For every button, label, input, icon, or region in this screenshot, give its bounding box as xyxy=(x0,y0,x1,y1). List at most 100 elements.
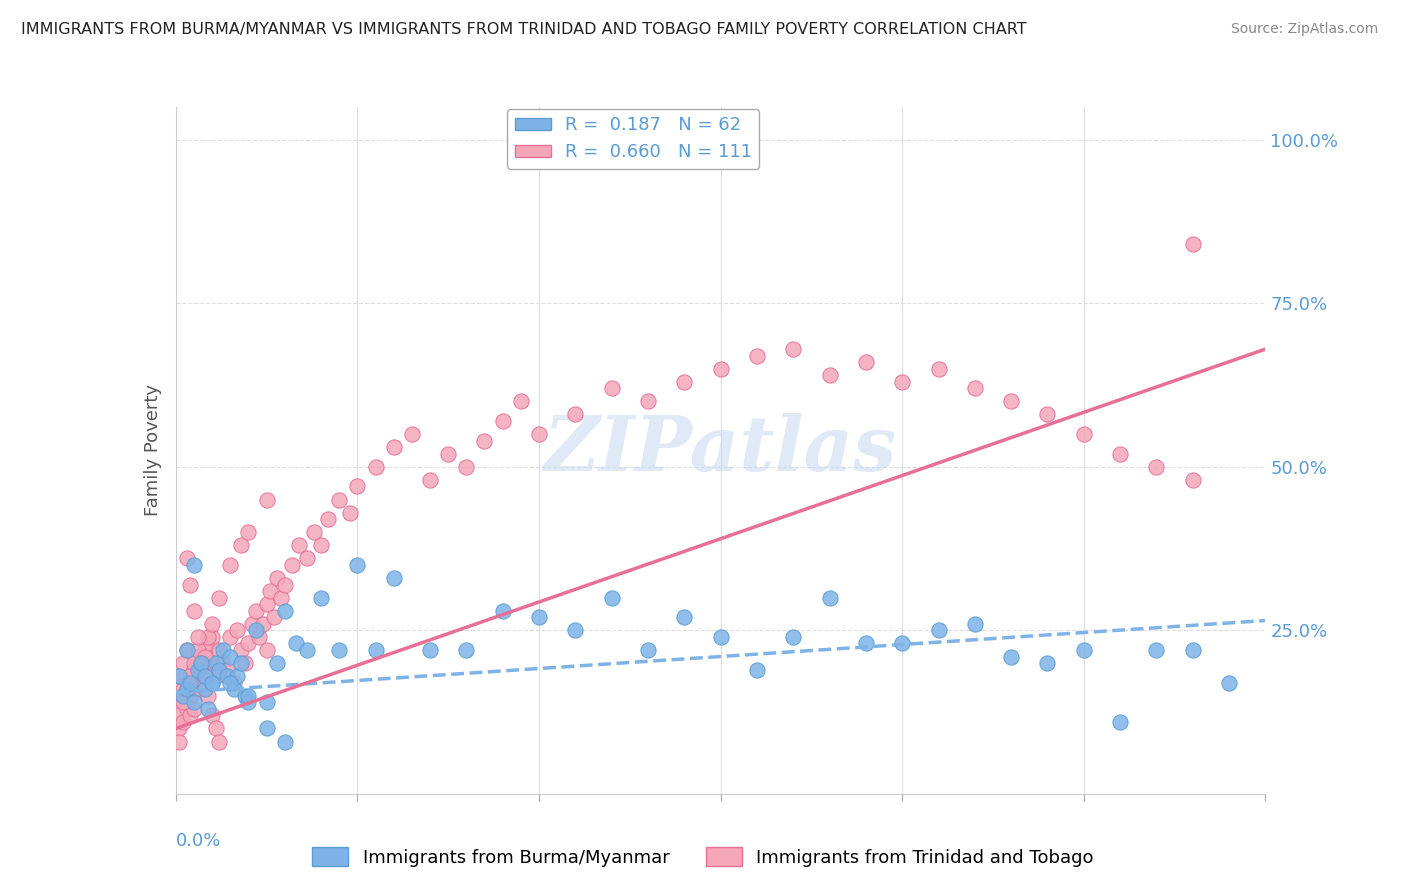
Point xyxy=(197,663,219,677)
Point xyxy=(190,656,212,670)
Point xyxy=(194,643,217,657)
Point xyxy=(527,427,550,442)
Point xyxy=(179,669,201,683)
Point xyxy=(183,558,205,572)
Point xyxy=(201,656,224,670)
Point xyxy=(252,616,274,631)
Point xyxy=(364,459,387,474)
Point xyxy=(263,610,285,624)
Point xyxy=(219,649,242,664)
Point xyxy=(673,375,696,389)
Point xyxy=(183,663,205,677)
Point xyxy=(274,734,297,748)
Point xyxy=(1146,643,1168,657)
Point xyxy=(204,669,226,683)
Point xyxy=(284,636,307,650)
Point xyxy=(204,656,226,670)
Point xyxy=(818,368,841,383)
Point xyxy=(226,624,249,638)
Point xyxy=(190,656,212,670)
Point xyxy=(176,643,198,657)
Point xyxy=(509,394,531,409)
Point xyxy=(231,643,253,657)
Point xyxy=(222,682,245,697)
Point xyxy=(401,427,423,442)
Point xyxy=(1036,656,1059,670)
Text: 0.0%: 0.0% xyxy=(176,831,221,850)
Point xyxy=(172,689,194,703)
Point xyxy=(891,636,914,650)
Point xyxy=(208,643,231,657)
Point xyxy=(238,689,260,703)
Point xyxy=(456,643,478,657)
Point xyxy=(1181,643,1204,657)
Point xyxy=(186,663,209,677)
Point xyxy=(172,682,194,697)
Text: IMMIGRANTS FROM BURMA/MYANMAR VS IMMIGRANTS FROM TRINIDAD AND TOBAGO FAMILY POVE: IMMIGRANTS FROM BURMA/MYANMAR VS IMMIGRA… xyxy=(21,22,1026,37)
Point xyxy=(179,577,201,591)
Point xyxy=(183,656,205,670)
Point xyxy=(169,734,191,748)
Point xyxy=(190,682,212,697)
Point xyxy=(179,675,201,690)
Point xyxy=(238,525,260,540)
Point xyxy=(474,434,496,448)
Point xyxy=(346,558,368,572)
Point xyxy=(266,571,288,585)
Point xyxy=(710,630,733,644)
Point xyxy=(172,695,194,709)
Point xyxy=(231,538,253,552)
Point xyxy=(963,616,986,631)
Point xyxy=(855,636,877,650)
Point xyxy=(197,636,219,650)
Point xyxy=(1146,459,1168,474)
Point xyxy=(179,708,201,723)
Point xyxy=(339,506,361,520)
Point xyxy=(1218,675,1240,690)
Point xyxy=(208,663,231,677)
Point xyxy=(328,492,350,507)
Point xyxy=(231,656,253,670)
Point xyxy=(1181,237,1204,252)
Point xyxy=(318,512,340,526)
Point xyxy=(637,394,659,409)
Point xyxy=(208,591,231,605)
Point xyxy=(212,643,235,657)
Point xyxy=(782,630,804,644)
Point xyxy=(281,558,304,572)
Point xyxy=(169,722,191,736)
Point xyxy=(256,643,278,657)
Point xyxy=(492,604,515,618)
Point xyxy=(256,722,278,736)
Point xyxy=(208,734,231,748)
Point xyxy=(302,525,325,540)
Point xyxy=(169,708,191,723)
Point xyxy=(288,538,311,552)
Point xyxy=(1000,394,1022,409)
Point xyxy=(382,440,405,454)
Point xyxy=(437,447,460,461)
Point xyxy=(204,722,226,736)
Point xyxy=(186,643,209,657)
Point xyxy=(238,636,260,650)
Point xyxy=(891,375,914,389)
Point xyxy=(176,702,198,716)
Point xyxy=(745,663,768,677)
Point xyxy=(745,349,768,363)
Point xyxy=(233,656,256,670)
Point xyxy=(1000,649,1022,664)
Point xyxy=(274,577,297,591)
Point xyxy=(963,381,986,395)
Point xyxy=(215,669,238,683)
Point xyxy=(194,669,217,683)
Point xyxy=(219,675,242,690)
Point xyxy=(179,689,201,703)
Point xyxy=(1181,473,1204,487)
Point xyxy=(201,616,224,631)
Point xyxy=(295,643,318,657)
Point xyxy=(247,630,270,644)
Point xyxy=(226,669,249,683)
Point xyxy=(245,624,267,638)
Point xyxy=(169,669,191,683)
Point xyxy=(270,591,292,605)
